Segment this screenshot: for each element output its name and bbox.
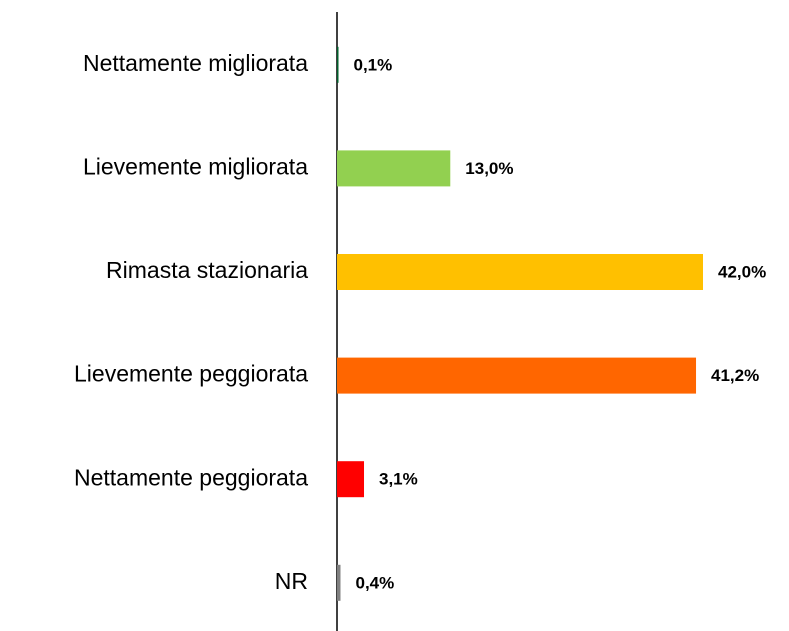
category-label: Lievemente peggiorata: [74, 361, 308, 387]
data-label: 3,1%: [379, 470, 418, 489]
bar: [337, 150, 451, 187]
data-label: 0,4%: [355, 573, 394, 592]
bar: [337, 357, 697, 394]
data-label: 42,0%: [718, 262, 766, 281]
category-label: Nettamente migliorata: [83, 50, 308, 76]
bar: [337, 46, 339, 83]
data-label: 41,2%: [711, 366, 759, 385]
category-label: NR: [275, 568, 308, 594]
bar: [337, 564, 341, 601]
bar: [337, 461, 365, 498]
category-label: Lievemente migliorata: [83, 153, 308, 179]
category-label: Rimasta stazionaria: [106, 257, 308, 283]
bar: [337, 254, 703, 290]
category-label: Nettamente peggiorata: [74, 464, 308, 490]
data-label: 0,1%: [354, 55, 393, 74]
data-label: 13,0%: [465, 159, 513, 178]
